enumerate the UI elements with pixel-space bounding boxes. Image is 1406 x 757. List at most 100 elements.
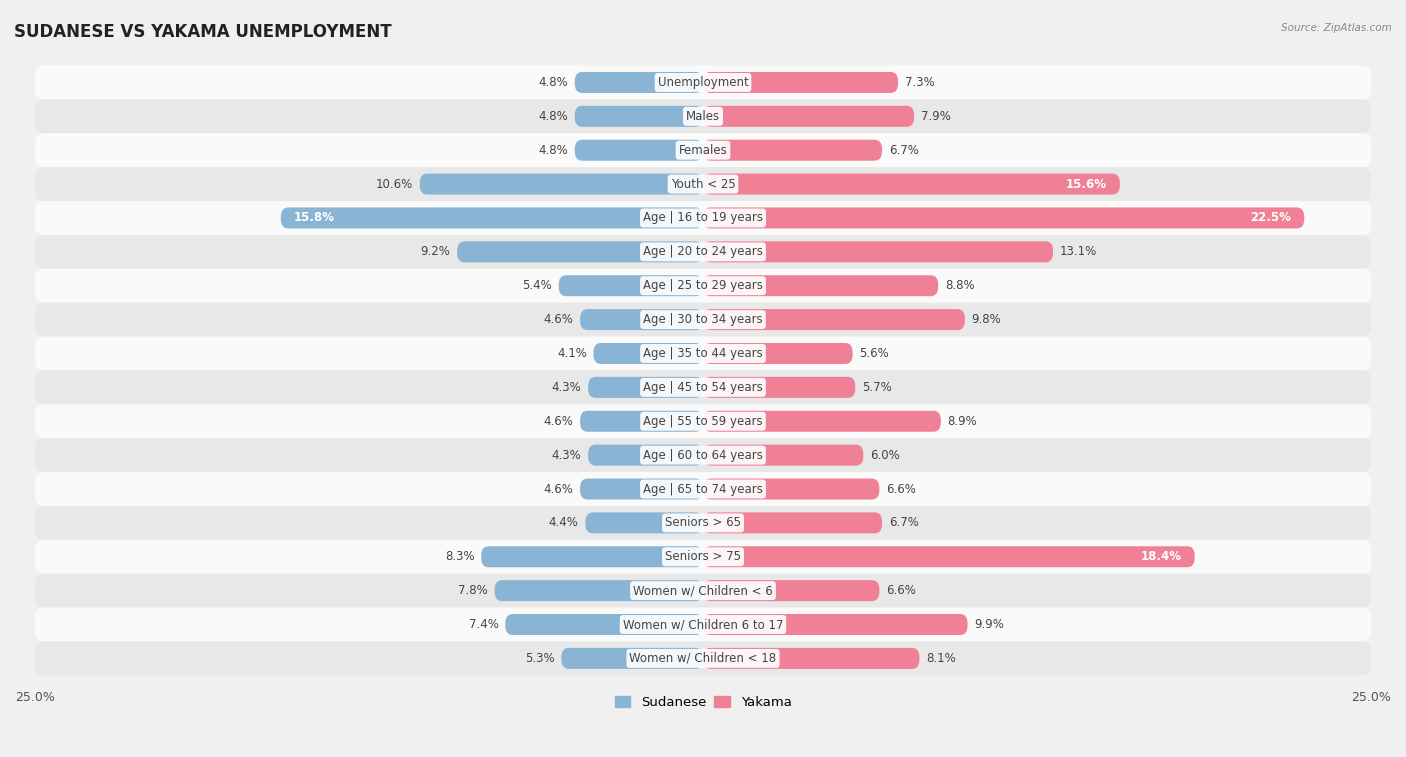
FancyBboxPatch shape <box>588 377 703 398</box>
FancyBboxPatch shape <box>35 201 1371 235</box>
FancyBboxPatch shape <box>593 343 703 364</box>
FancyBboxPatch shape <box>35 303 1371 337</box>
Text: Males: Males <box>686 110 720 123</box>
FancyBboxPatch shape <box>481 547 703 567</box>
Text: Youth < 25: Youth < 25 <box>671 178 735 191</box>
Text: 5.6%: 5.6% <box>859 347 889 360</box>
Text: Age | 45 to 54 years: Age | 45 to 54 years <box>643 381 763 394</box>
FancyBboxPatch shape <box>575 72 703 93</box>
Text: Women w/ Children < 18: Women w/ Children < 18 <box>630 652 776 665</box>
FancyBboxPatch shape <box>703 547 1195 567</box>
Text: 4.8%: 4.8% <box>538 76 568 89</box>
FancyBboxPatch shape <box>457 241 703 263</box>
Text: 9.9%: 9.9% <box>974 618 1004 631</box>
Text: 15.8%: 15.8% <box>294 211 335 225</box>
FancyBboxPatch shape <box>35 404 1371 438</box>
FancyBboxPatch shape <box>35 235 1371 269</box>
FancyBboxPatch shape <box>703 411 941 431</box>
Text: Women w/ Children 6 to 17: Women w/ Children 6 to 17 <box>623 618 783 631</box>
FancyBboxPatch shape <box>561 648 703 669</box>
Legend: Sudanese, Yakama: Sudanese, Yakama <box>609 690 797 714</box>
Text: 5.4%: 5.4% <box>522 279 553 292</box>
FancyBboxPatch shape <box>703 241 1053 263</box>
Text: 18.4%: 18.4% <box>1140 550 1181 563</box>
FancyBboxPatch shape <box>35 608 1371 641</box>
FancyBboxPatch shape <box>420 173 703 195</box>
Text: 6.7%: 6.7% <box>889 516 918 529</box>
FancyBboxPatch shape <box>703 478 879 500</box>
Text: Age | 30 to 34 years: Age | 30 to 34 years <box>643 313 763 326</box>
FancyBboxPatch shape <box>703 614 967 635</box>
Text: 22.5%: 22.5% <box>1250 211 1291 225</box>
Text: 9.8%: 9.8% <box>972 313 1001 326</box>
Text: Age | 35 to 44 years: Age | 35 to 44 years <box>643 347 763 360</box>
FancyBboxPatch shape <box>35 574 1371 608</box>
Text: 5.3%: 5.3% <box>524 652 555 665</box>
FancyBboxPatch shape <box>575 140 703 160</box>
Text: 7.4%: 7.4% <box>468 618 499 631</box>
Text: 10.6%: 10.6% <box>375 178 413 191</box>
FancyBboxPatch shape <box>281 207 703 229</box>
FancyBboxPatch shape <box>35 337 1371 370</box>
Text: 6.6%: 6.6% <box>886 482 915 496</box>
Text: Age | 16 to 19 years: Age | 16 to 19 years <box>643 211 763 225</box>
Text: 6.7%: 6.7% <box>889 144 918 157</box>
Text: Age | 60 to 64 years: Age | 60 to 64 years <box>643 449 763 462</box>
FancyBboxPatch shape <box>703 173 1119 195</box>
Text: 7.9%: 7.9% <box>921 110 950 123</box>
Text: 4.8%: 4.8% <box>538 110 568 123</box>
Text: 7.8%: 7.8% <box>458 584 488 597</box>
FancyBboxPatch shape <box>703 207 1305 229</box>
Text: 8.1%: 8.1% <box>927 652 956 665</box>
Text: 13.1%: 13.1% <box>1060 245 1097 258</box>
FancyBboxPatch shape <box>703 72 898 93</box>
Text: 4.8%: 4.8% <box>538 144 568 157</box>
Text: 4.6%: 4.6% <box>544 415 574 428</box>
Text: 4.3%: 4.3% <box>551 381 582 394</box>
Text: 6.0%: 6.0% <box>870 449 900 462</box>
Text: Age | 65 to 74 years: Age | 65 to 74 years <box>643 482 763 496</box>
FancyBboxPatch shape <box>35 66 1371 99</box>
FancyBboxPatch shape <box>35 370 1371 404</box>
FancyBboxPatch shape <box>558 276 703 296</box>
FancyBboxPatch shape <box>35 269 1371 303</box>
Text: 7.3%: 7.3% <box>904 76 935 89</box>
Text: Source: ZipAtlas.com: Source: ZipAtlas.com <box>1281 23 1392 33</box>
Text: 4.3%: 4.3% <box>551 449 582 462</box>
FancyBboxPatch shape <box>35 641 1371 675</box>
FancyBboxPatch shape <box>703 140 882 160</box>
Text: 4.1%: 4.1% <box>557 347 586 360</box>
FancyBboxPatch shape <box>581 478 703 500</box>
Text: 9.2%: 9.2% <box>420 245 450 258</box>
FancyBboxPatch shape <box>703 580 879 601</box>
FancyBboxPatch shape <box>35 133 1371 167</box>
FancyBboxPatch shape <box>703 377 855 398</box>
Text: SUDANESE VS YAKAMA UNEMPLOYMENT: SUDANESE VS YAKAMA UNEMPLOYMENT <box>14 23 392 41</box>
FancyBboxPatch shape <box>588 444 703 466</box>
FancyBboxPatch shape <box>703 309 965 330</box>
Text: 4.6%: 4.6% <box>544 313 574 326</box>
Text: 15.6%: 15.6% <box>1066 178 1107 191</box>
Text: 8.8%: 8.8% <box>945 279 974 292</box>
Text: Seniors > 65: Seniors > 65 <box>665 516 741 529</box>
Text: 4.6%: 4.6% <box>544 482 574 496</box>
FancyBboxPatch shape <box>703 444 863 466</box>
Text: 6.6%: 6.6% <box>886 584 915 597</box>
Text: 8.3%: 8.3% <box>444 550 474 563</box>
FancyBboxPatch shape <box>505 614 703 635</box>
Text: Unemployment: Unemployment <box>658 76 748 89</box>
Text: Females: Females <box>679 144 727 157</box>
FancyBboxPatch shape <box>585 512 703 534</box>
FancyBboxPatch shape <box>703 106 914 127</box>
Text: 4.4%: 4.4% <box>548 516 579 529</box>
Text: 5.7%: 5.7% <box>862 381 891 394</box>
FancyBboxPatch shape <box>581 309 703 330</box>
FancyBboxPatch shape <box>35 167 1371 201</box>
FancyBboxPatch shape <box>35 438 1371 472</box>
FancyBboxPatch shape <box>35 472 1371 506</box>
FancyBboxPatch shape <box>703 512 882 534</box>
Text: Age | 55 to 59 years: Age | 55 to 59 years <box>643 415 763 428</box>
Text: Women w/ Children < 6: Women w/ Children < 6 <box>633 584 773 597</box>
FancyBboxPatch shape <box>35 506 1371 540</box>
Text: Seniors > 75: Seniors > 75 <box>665 550 741 563</box>
